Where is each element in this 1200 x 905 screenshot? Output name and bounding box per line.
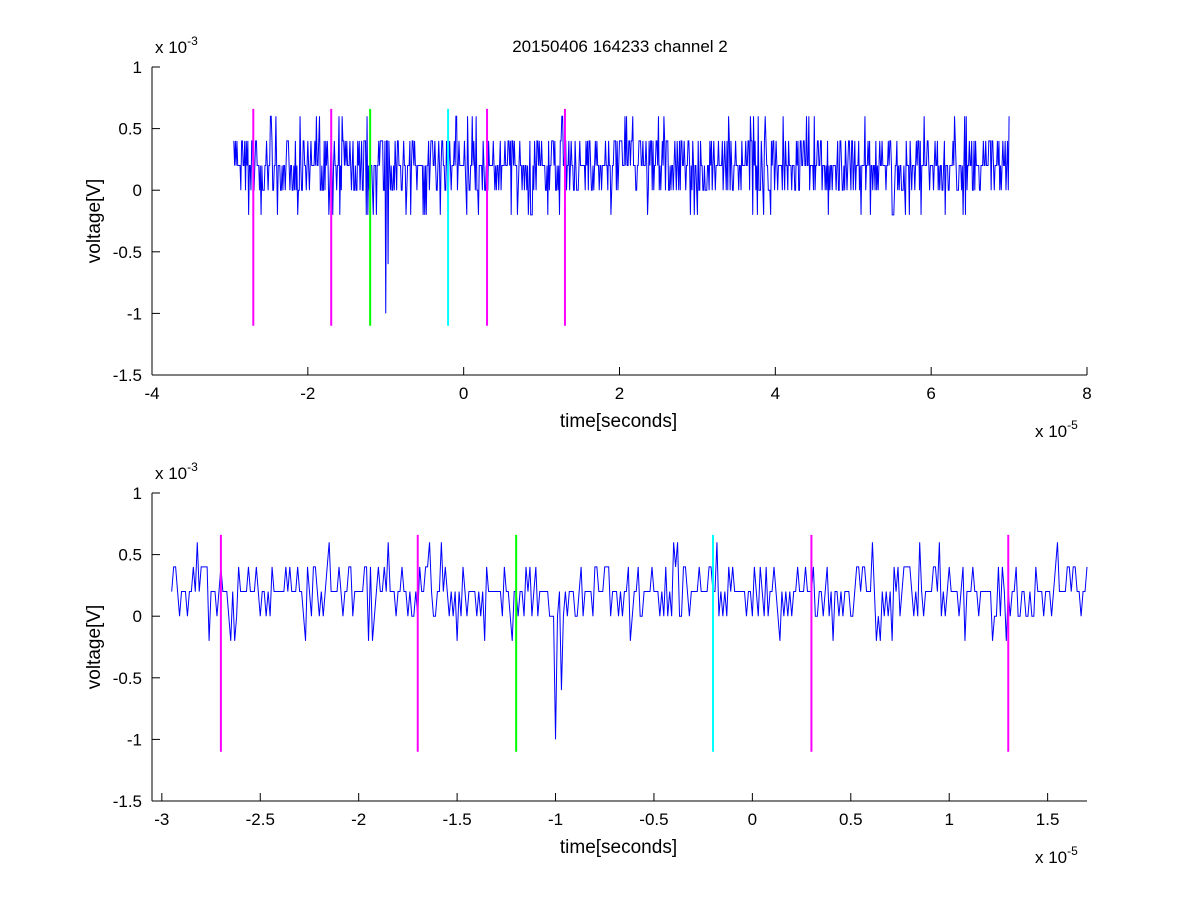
x-tick-label: 1.5	[1036, 810, 1060, 829]
y-tick-label: 0	[133, 181, 142, 200]
x-multiplier: x 10-5	[1035, 844, 1078, 867]
x-tick-label: -0.5	[639, 810, 668, 829]
y-tick-label: -1.5	[113, 366, 142, 385]
y-tick-label: 1	[133, 484, 142, 503]
x-tick-label: -1.5	[442, 810, 471, 829]
x-axis-label: time[seconds]	[560, 411, 677, 432]
x-multiplier-base: x 10	[1035, 422, 1067, 441]
y-multiplier: x 10-3	[155, 34, 198, 57]
x-tick-label: -2	[351, 810, 366, 829]
y-tick-label: -0.5	[113, 669, 142, 688]
y-axis-label: voltage[V]	[84, 179, 105, 264]
x-tick-label: -1	[548, 810, 563, 829]
x-tick-label: -4	[144, 384, 159, 403]
y-tick-label: -1	[127, 304, 142, 323]
figure-title: 20150406 164233 channel 2	[512, 37, 728, 56]
y-axis-label: voltage[V]	[84, 605, 105, 690]
y-tick-label: -0.5	[113, 243, 142, 262]
y-tick-label: 0	[133, 607, 142, 626]
y-tick-label: 1	[133, 58, 142, 77]
x-tick-label: 8	[1082, 384, 1091, 403]
bottom-axes: -3 -2.5 -2 -1.5 -1 -0.5 0 0.5 1 1.5 1 0.5 0 -0.5 -1 -1.…	[84, 460, 1088, 867]
y-tick-label: -1.5	[113, 792, 142, 811]
x-multiplier-exponent: -5	[1067, 418, 1078, 432]
y-tick-label: 0.5	[118, 120, 142, 139]
y-multiplier-base: x 10	[155, 464, 187, 483]
x-tick-label: 0	[748, 810, 757, 829]
x-tick-label: 6	[926, 384, 935, 403]
x-tick-label: 1	[944, 810, 953, 829]
signal-trace	[233, 115, 1010, 314]
x-axis-label: time[seconds]	[560, 837, 677, 858]
x-multiplier-base: x 10	[1035, 848, 1067, 867]
y-multiplier: x 10-3	[155, 460, 198, 483]
x-multiplier-exponent: -5	[1067, 844, 1078, 858]
y-multiplier-exponent: -3	[187, 460, 198, 474]
top-axes: -4 -2 0 2 4 6 810.50-0.5-1-1.5x 10-3x 10-5time…	[84, 34, 1092, 441]
x-tick-label: -2	[300, 384, 315, 403]
x-tick-label: -3	[154, 810, 169, 829]
y-tick-label: 0.5	[118, 546, 142, 565]
x-tick-label: 4	[771, 384, 780, 403]
y-multiplier-base: x 10	[155, 38, 187, 57]
x-multiplier: x 10-5	[1035, 418, 1078, 441]
y-tick-label: -1	[127, 730, 142, 749]
x-tick-label: 2	[615, 384, 624, 403]
signal-trace	[171, 542, 1088, 740]
x-tick-label: 0.5	[839, 810, 863, 829]
x-tick-label: -2.5	[246, 810, 275, 829]
x-tick-label: 0	[459, 384, 468, 403]
y-multiplier-exponent: -3	[187, 34, 198, 48]
